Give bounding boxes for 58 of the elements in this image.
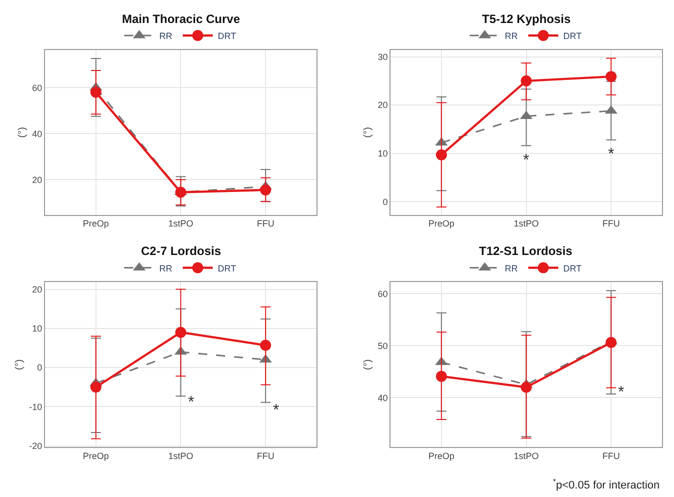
y-axis-title: (°) [362, 359, 374, 370]
x-tick-label: 1stPO [514, 218, 539, 229]
y-tick-label: 20 [378, 100, 388, 110]
y-tick-label: 10 [32, 324, 42, 334]
point [520, 75, 532, 86]
y-tick-label: 0 [37, 362, 42, 373]
y-axis-title: (°) [14, 359, 26, 370]
y-tick-label: 40 [378, 392, 388, 403]
legend-label: DRT [218, 263, 237, 274]
y-tick-label: 20 [32, 174, 42, 185]
y-axis-title: (°) [362, 127, 374, 138]
y-tick-label: -10 [29, 402, 42, 412]
legend-label: DRT [218, 31, 237, 42]
y-tick-label: -20 [29, 440, 42, 451]
point [520, 382, 532, 393]
x-tick-label: 1stPO [514, 450, 539, 461]
y-tick-label: 0 [382, 196, 388, 207]
data-label: * [188, 394, 194, 411]
x-tick-label: PreOp [82, 450, 109, 461]
x-tick-label: PreOp [428, 218, 454, 229]
chart-title: T5-12 Kyphosis [482, 12, 572, 26]
y-axis-title: (°) [17, 127, 28, 138]
chart-title: T12-S1 Lordosis [479, 244, 573, 258]
chart-title: Main Thoracic Curve [122, 12, 240, 26]
data-label: * [608, 146, 614, 163]
x-tick-label: PreOp [82, 218, 109, 229]
x-tick-label: FFU [602, 450, 620, 461]
point [260, 340, 272, 351]
legend-label: RR [504, 31, 518, 42]
point [606, 71, 617, 82]
data-label: * [618, 384, 624, 401]
x-tick-label: FFU [256, 450, 274, 461]
x-tick-label: 1stPO [168, 450, 194, 461]
legend-label: RR [504, 263, 518, 274]
point [436, 149, 447, 160]
legend-label: DRT [563, 31, 582, 42]
point [175, 326, 186, 338]
chart-title: C2-7 Lordosis [141, 244, 222, 258]
y-tick-label: 40 [32, 128, 42, 139]
x-tick-label: PreOp [428, 450, 454, 461]
x-tick-label: FFU [602, 218, 620, 229]
point [436, 370, 447, 382]
y-tick-label: 20 [32, 284, 42, 294]
legend-label: DRT [563, 263, 582, 274]
y-tick-label: 60 [32, 82, 42, 93]
data-label: * [523, 152, 530, 169]
point [175, 186, 186, 198]
y-tick-label: 60 [378, 288, 388, 299]
data-label: * [273, 402, 280, 419]
x-tick-label: FFU [256, 218, 274, 229]
text: $^{*}$p<0.05 for interaction [553, 477, 660, 492]
y-tick-label: 10 [378, 148, 388, 159]
point [606, 337, 617, 348]
x-tick-label: 1stPO [168, 218, 194, 229]
legend-label: RR [159, 263, 173, 274]
y-tick-label: 50 [378, 340, 388, 351]
y-tick-label: 30 [378, 52, 388, 62]
legend-label: RR [159, 31, 173, 42]
